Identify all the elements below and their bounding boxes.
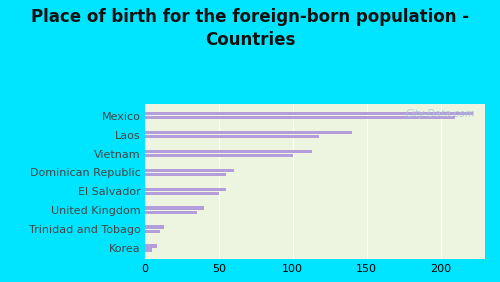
Bar <box>145 244 157 248</box>
Bar <box>145 131 352 134</box>
Bar <box>145 173 226 176</box>
Bar <box>145 192 219 195</box>
Text: Place of birth for the foreign-born population -
Countries: Place of birth for the foreign-born popu… <box>31 8 469 49</box>
Bar <box>145 230 160 233</box>
Bar <box>145 188 226 191</box>
Bar <box>145 116 456 120</box>
Bar <box>145 150 312 153</box>
Text: City-Data.com: City-Data.com <box>405 109 475 119</box>
Bar <box>145 225 164 229</box>
Bar <box>145 169 234 172</box>
Bar <box>145 135 320 138</box>
Bar <box>145 206 204 210</box>
Bar <box>145 112 473 115</box>
Bar <box>145 154 293 157</box>
Bar <box>145 248 152 252</box>
Bar <box>145 211 197 214</box>
